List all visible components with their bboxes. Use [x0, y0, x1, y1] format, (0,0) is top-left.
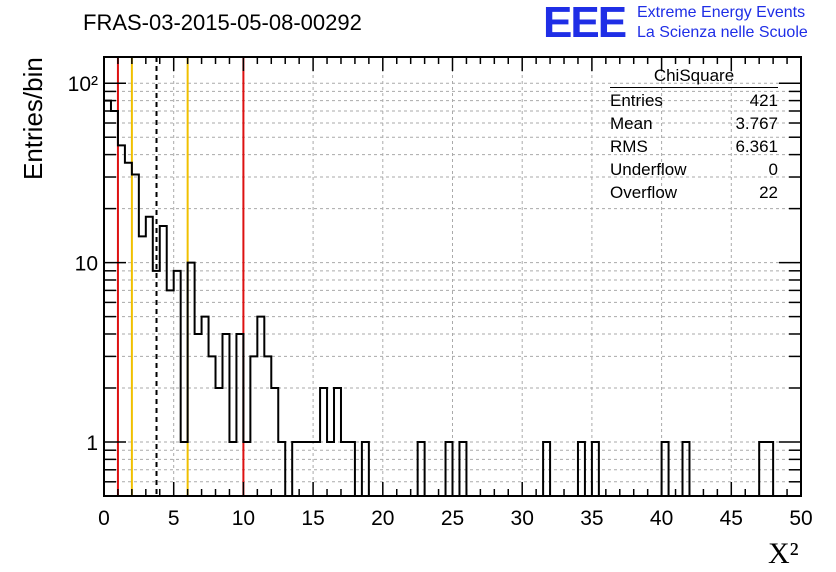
stats-label: Underflow	[610, 160, 687, 179]
stats-row-underflow: Underflow 0	[610, 160, 778, 183]
x-tick-label: 45	[720, 507, 743, 530]
run-title: FRAS-03-2015-05-08-00292	[83, 10, 362, 35]
x-tick-label: 35	[580, 507, 603, 530]
x-axis-label: X²	[768, 537, 799, 570]
stats-row-overflow: Overflow 22	[610, 183, 778, 206]
stats-box: ChiSquare Entries 421 Mean 3.767 RMS 6.361 …	[610, 66, 778, 206]
stats-label: RMS	[610, 137, 648, 156]
stats-row-entries: Entries 421	[610, 91, 778, 114]
x-tick-label: 25	[441, 507, 464, 530]
y-tick-label: 10	[75, 253, 98, 276]
x-tick-label: 20	[371, 507, 394, 530]
x-tick-label: 50	[789, 507, 812, 530]
x-tick-label: 15	[301, 507, 324, 530]
stats-row-rms: RMS 6.361	[610, 137, 778, 160]
stats-value: 3.767	[735, 114, 778, 133]
x-tick-label: 0	[98, 507, 110, 530]
grid-lines	[104, 57, 801, 496]
plot-frame	[103, 56, 802, 497]
y-tick-label: 10²	[68, 73, 98, 96]
stats-label: Entries	[610, 91, 663, 110]
stats-value: 22	[759, 183, 778, 202]
stats-label: Overflow	[610, 183, 678, 202]
y-axis-label: Entries/bin	[18, 57, 48, 180]
eee-logo: EEE	[543, 0, 627, 47]
x-tick-label: 30	[511, 507, 534, 530]
y-tick-label: 1	[86, 432, 98, 455]
logo-tagline-1: Extreme Energy Events	[637, 4, 806, 21]
stats-value: 6.361	[735, 137, 778, 156]
stats-box-name: ChiSquare	[610, 66, 778, 88]
stats-row-mean: Mean 3.767	[610, 114, 778, 137]
stats-value: 421	[749, 91, 778, 110]
stats-label: Mean	[610, 114, 653, 133]
x-tick-label: 10	[232, 507, 255, 530]
x-tick-label: 5	[168, 507, 180, 530]
axis-ticks: 0 5 10 15 20 25 30 35 40 45 50 1 10 10²	[68, 57, 813, 530]
stats-value: 0	[768, 160, 778, 179]
x-tick-label: 40	[650, 507, 673, 530]
logo-tagline-2: La Scienza nelle Scuole	[637, 24, 808, 41]
